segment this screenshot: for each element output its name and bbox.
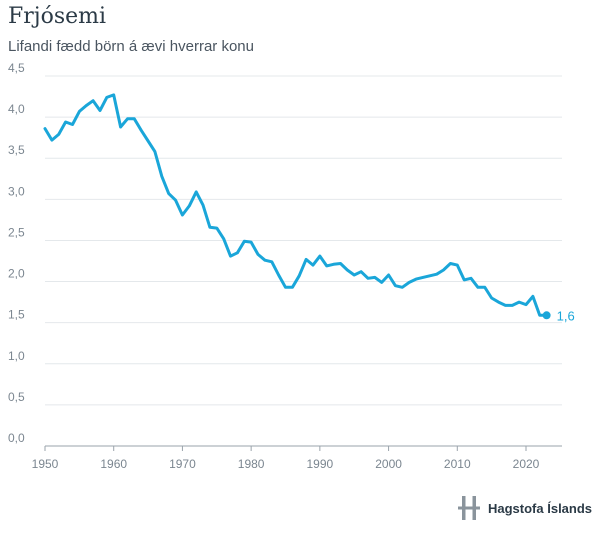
y-tick-label: 0,5: [8, 390, 25, 404]
x-tick-label: 1960: [100, 457, 127, 471]
x-tick-label: 1980: [238, 457, 265, 471]
chart-series: 1,6: [43, 93, 575, 323]
y-tick-label: 2,0: [8, 267, 25, 281]
y-tick-label: 0,0: [8, 431, 25, 445]
x-tick-label: 1990: [307, 457, 334, 471]
y-tick-label: 1,0: [8, 349, 25, 363]
brand-footer: Hagstofa Íslands: [458, 496, 592, 520]
y-tick-label: 3,0: [8, 184, 25, 198]
chart-grid: [45, 75, 562, 447]
x-tick-label: 2000: [375, 457, 402, 471]
hagstofa-logo-icon: [458, 496, 480, 520]
last-value-label: 1,6: [557, 308, 575, 323]
y-tick-label: 3,5: [8, 143, 25, 157]
x-tick-label: 2020: [513, 457, 540, 471]
last-point-marker: [542, 311, 551, 320]
page-subtitle: Lifandi fædd börn á ævi hverrar konu: [8, 38, 254, 55]
y-tick-label: 4,0: [8, 102, 25, 116]
x-tick-label: 1970: [169, 457, 196, 471]
y-axis: 0,0 0,5 1,0 1,5 2,0 2,5 3,0 3,5 4,0 4,5: [8, 61, 25, 445]
page-title: Frjósemi: [8, 4, 107, 29]
y-tick-label: 1,5: [8, 308, 25, 322]
x-axis: 1950 1960 1970 1980 1990 2000 2010 2020: [32, 446, 540, 471]
y-tick-label: 4,5: [8, 61, 25, 75]
brand-name: Hagstofa Íslands: [488, 500, 593, 516]
x-tick-label: 2010: [444, 457, 471, 471]
y-tick-label: 2,5: [8, 225, 25, 239]
fertility-series-line: [43, 93, 549, 317]
x-tick-label: 1950: [32, 457, 59, 471]
